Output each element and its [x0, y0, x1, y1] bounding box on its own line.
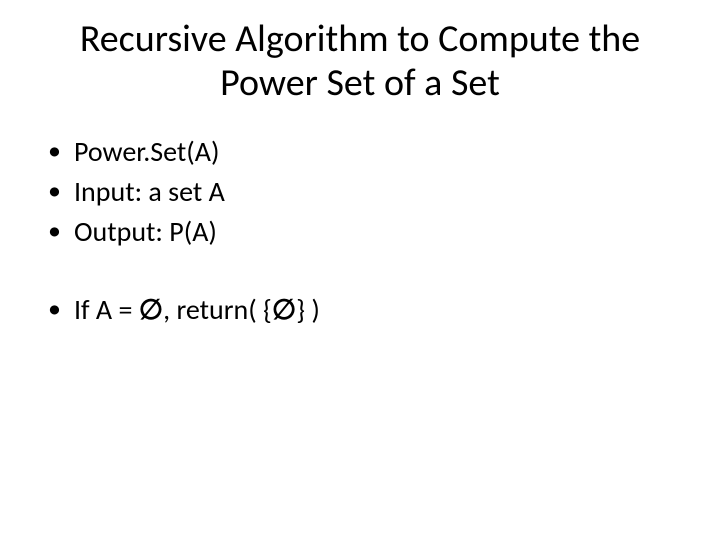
- list-item: If A = ∅, return( {∅} ): [40, 291, 680, 329]
- emptyset-icon: ∅: [139, 294, 163, 325]
- slide-title: Recursive Algorithm to Compute the Power…: [40, 18, 680, 105]
- bullet-list-1: Power.Set(A) Input: a set A Output: P(A): [40, 133, 680, 250]
- bullet-text-mid: , return( {: [163, 292, 272, 327]
- bullet-text-prefix: If A =: [74, 292, 139, 327]
- list-item: Output: P(A): [40, 213, 680, 251]
- list-item: Power.Set(A): [40, 133, 680, 171]
- slide: Recursive Algorithm to Compute the Power…: [0, 0, 720, 540]
- list-item: Input: a set A: [40, 173, 680, 211]
- emptyset-icon: ∅: [272, 294, 296, 325]
- spacer: [40, 253, 680, 291]
- bullet-list-2: If A = ∅, return( {∅} ): [40, 291, 680, 329]
- bullet-text-suffix: } ): [296, 292, 320, 327]
